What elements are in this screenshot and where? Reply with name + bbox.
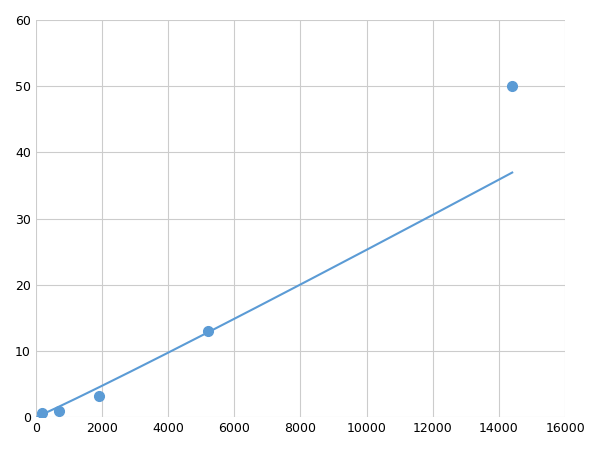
Point [94, 392, 104, 400]
Point [203, 328, 212, 335]
Point [508, 83, 517, 90]
Point [38, 409, 47, 416]
Point [54, 407, 64, 414]
